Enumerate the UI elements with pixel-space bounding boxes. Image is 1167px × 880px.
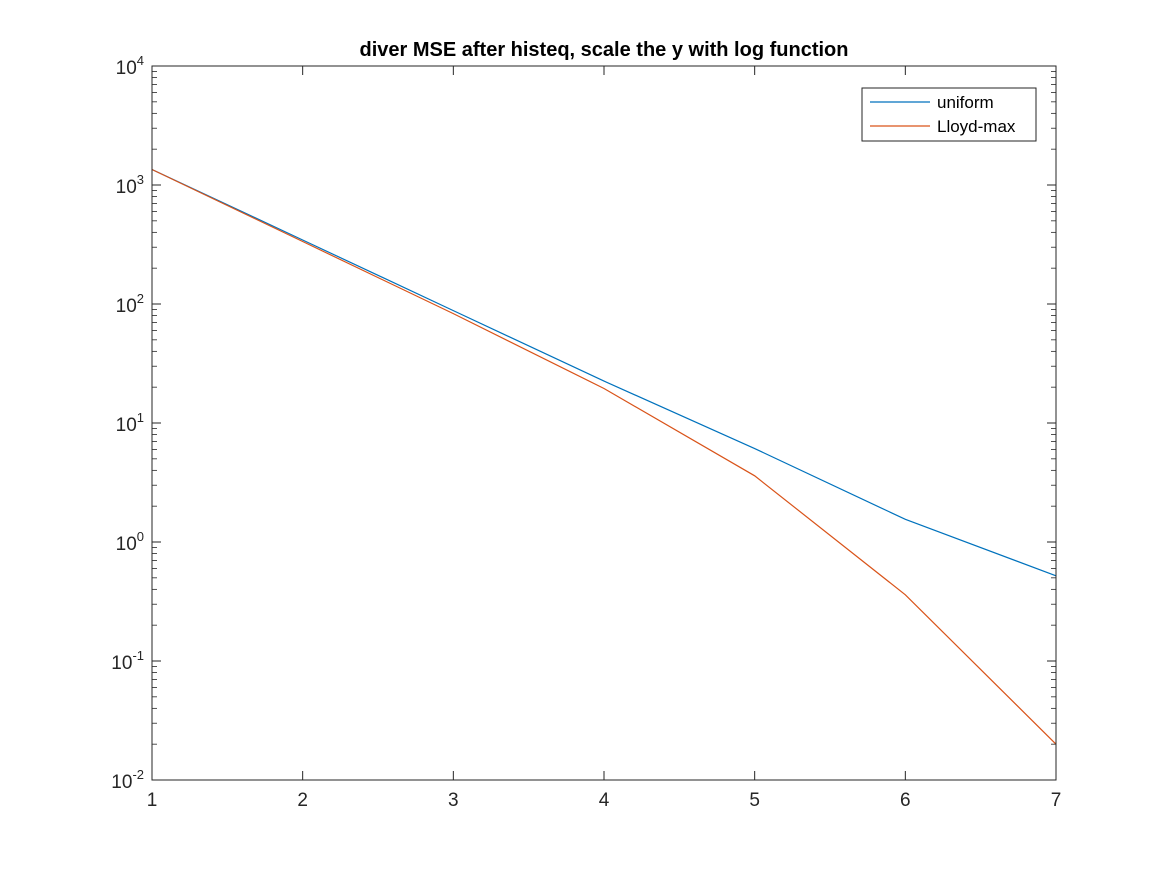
chart-title: diver MSE after histeq, scale the y with… bbox=[360, 39, 849, 61]
y-tick-label: 104 bbox=[116, 53, 144, 79]
x-tick-label: 7 bbox=[1051, 790, 1062, 811]
legend-label: Lloyd-max bbox=[937, 117, 1016, 136]
x-tick-label: 5 bbox=[749, 790, 760, 811]
y-tick-label: 103 bbox=[116, 172, 144, 198]
legend-label: uniform bbox=[937, 93, 994, 112]
ticks-layer: 1 2 3 4 5 6 7 10-2 10-1 100 101 102 103 104 bbox=[111, 53, 1061, 811]
y-tick-label: 10-2 bbox=[111, 767, 144, 793]
x-tick-label: 6 bbox=[900, 790, 911, 811]
x-tick-label: 4 bbox=[599, 790, 610, 811]
y-tick-label: 100 bbox=[116, 529, 144, 555]
legend-box bbox=[861, 87, 1037, 142]
legend: uniform Lloyd-max bbox=[861, 87, 1037, 142]
y-tick-label: 102 bbox=[116, 291, 144, 317]
x-tick-label: 2 bbox=[297, 790, 308, 811]
y-tick-label: 10-1 bbox=[111, 648, 144, 674]
plot-area bbox=[152, 66, 1056, 780]
series-line-uniform bbox=[151, 168, 1057, 577]
series-layer bbox=[151, 168, 1057, 745]
y-tick-label: 101 bbox=[116, 410, 144, 436]
x-tick-label: 3 bbox=[448, 790, 459, 811]
x-tick-label: 1 bbox=[147, 790, 158, 811]
series-line-lloyd-max bbox=[151, 168, 1057, 745]
